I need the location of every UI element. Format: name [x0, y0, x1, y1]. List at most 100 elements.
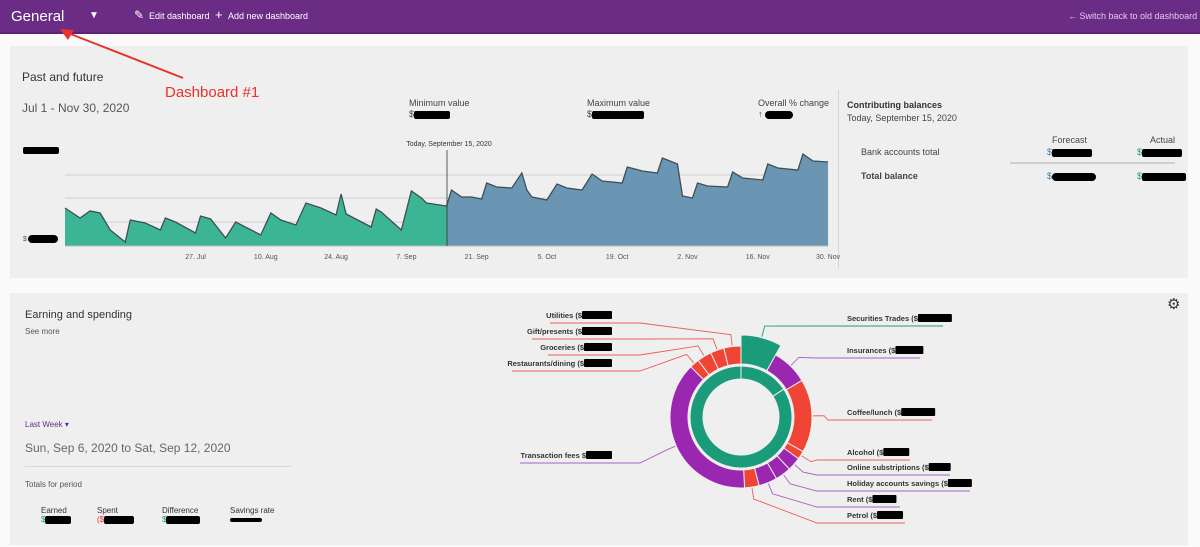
leader-line [512, 353, 695, 372]
slice-label: Groceries ($ [540, 343, 585, 352]
x-tick-label: 7. Sep [396, 254, 416, 261]
contributing-date: Today, September 15, 2020 [847, 113, 957, 123]
x-tick-label: 24. Aug [324, 254, 348, 261]
max-value: $ [587, 109, 645, 119]
area-series-past [65, 191, 447, 246]
contributing-title: Contributing balances [847, 100, 943, 110]
date-range: Jul 1 - Nov 30, 2020 [22, 101, 130, 115]
slice-label: Petrol ($ [847, 511, 878, 520]
line-series-future [445, 152, 829, 207]
total-difference: Difference $ [162, 506, 201, 524]
forecast-value: $ [1047, 171, 1097, 181]
divider [838, 90, 839, 268]
leader-line [520, 445, 676, 464]
leader-line [550, 322, 733, 346]
overall-change-label: Overall % change [758, 98, 830, 108]
x-tick-label: 10. Aug [254, 254, 278, 261]
period-range: Sun, Sep 6, 2020 to Sat, Sep 12, 2020 [25, 441, 231, 455]
leader-line [812, 415, 932, 421]
slice-label: Gift/presents ($ [527, 327, 583, 336]
min-value: $ [409, 109, 451, 119]
min-value-label: Minimum value [409, 98, 470, 108]
x-tick-label: 5. Oct [538, 254, 557, 261]
slice-label: Transaction fees $ [521, 451, 587, 460]
y-min-label: $ [23, 236, 27, 243]
actual-value: $ [1137, 171, 1187, 181]
redacted-value [877, 511, 904, 519]
line-series-past [64, 189, 447, 244]
leader-line [767, 483, 900, 508]
annotation-arrow [60, 29, 184, 79]
leader-line [794, 464, 950, 476]
y-min-label-redacted [28, 235, 58, 243]
leader-line [548, 345, 705, 356]
redacted-value [582, 311, 612, 319]
leader-line [761, 325, 943, 337]
plus-icon: + [215, 7, 223, 22]
overall-change: ↑ [758, 109, 794, 119]
period-dropdown[interactable]: Last Week ▾ [25, 420, 69, 429]
x-tick-label: 2. Nov [677, 254, 698, 261]
panel-title: Earning and spending [25, 309, 133, 321]
redacted-value [901, 408, 936, 416]
slice-label: Coffee/lunch ($ [847, 408, 902, 417]
caret-down-icon: ▾ [64, 420, 69, 429]
divider [1010, 162, 1175, 164]
redacted-value [872, 495, 897, 503]
area-series-future [446, 154, 829, 246]
redacted-value [928, 463, 951, 471]
redacted-value [584, 359, 612, 367]
slice-label: Alcohol ($ [847, 448, 884, 457]
x-tick-label: 30. Nov [816, 254, 840, 261]
y-max-label-redacted [23, 147, 59, 154]
leader-line [790, 356, 920, 366]
add-dashboard-button[interactable]: Add new dashboard [228, 11, 309, 21]
actual-value: $ [1137, 147, 1183, 157]
panel-title: Past and future [22, 70, 104, 84]
total-savings-rate: Savings rate [230, 506, 274, 524]
slice-label: Restaurants/dining ($ [507, 359, 585, 368]
row-label: Bank accounts total [861, 147, 940, 157]
leader-line [801, 455, 910, 463]
slice-label: Securities Trades ($ [847, 314, 919, 323]
gear-icon[interactable]: ⚙ [1167, 296, 1181, 313]
total-spent: Spent ($ [97, 506, 135, 524]
arrow-up-icon: ↑ [758, 109, 763, 119]
redacted-value [584, 343, 612, 351]
x-tick-label: 21. Sep [465, 254, 489, 261]
forecast-value: $ [1047, 147, 1093, 157]
slice-label: Holiday accounts savings ($ [847, 479, 949, 488]
redacted-value [947, 479, 972, 487]
x-tick-label: 27. Jul [185, 254, 206, 261]
redacted-value [883, 448, 910, 456]
leader-line [751, 488, 905, 524]
leader-line [783, 474, 970, 492]
dashboard-dropdown-icon[interactable]: ▼ [89, 10, 99, 21]
row-label: Total balance [861, 171, 918, 181]
redacted-value [895, 346, 924, 354]
dashboard-title[interactable]: General [11, 8, 65, 25]
totals-label: Totals for period [25, 480, 82, 489]
slice-label: Insurances ($ [847, 346, 896, 355]
top-bar: General ▼ ✎ Edit dashboard + Add new das… [0, 0, 1200, 34]
col-forecast: Forecast [1052, 135, 1088, 145]
max-value-label: Maximum value [587, 98, 651, 108]
leader-line [532, 338, 718, 350]
pencil-icon: ✎ [134, 8, 145, 22]
edit-dashboard-button[interactable]: Edit dashboard [149, 11, 210, 21]
redacted-value [582, 327, 612, 335]
x-tick-label: 16. Nov [746, 254, 771, 261]
arrow-left-icon: ← [1068, 11, 1080, 21]
slice-label: Rent ($ [847, 495, 873, 504]
balance-area-chart: Today, September 15, 2020 27. Jul 10. Aug 2… [23, 141, 840, 261]
divider [25, 466, 291, 467]
annotation-label: Dashboard #1 [165, 84, 260, 101]
col-actual: Actual [1150, 135, 1176, 145]
donut-slice [723, 345, 742, 367]
slice-label: Online substriptions ($ [847, 463, 930, 472]
see-more-link[interactable]: See more [25, 327, 60, 336]
x-tick-label: 19. Oct [606, 254, 629, 261]
switch-old-dashboard-link[interactable]: ← Switch back to old dashboard [1068, 11, 1198, 21]
redacted-value [917, 314, 952, 322]
